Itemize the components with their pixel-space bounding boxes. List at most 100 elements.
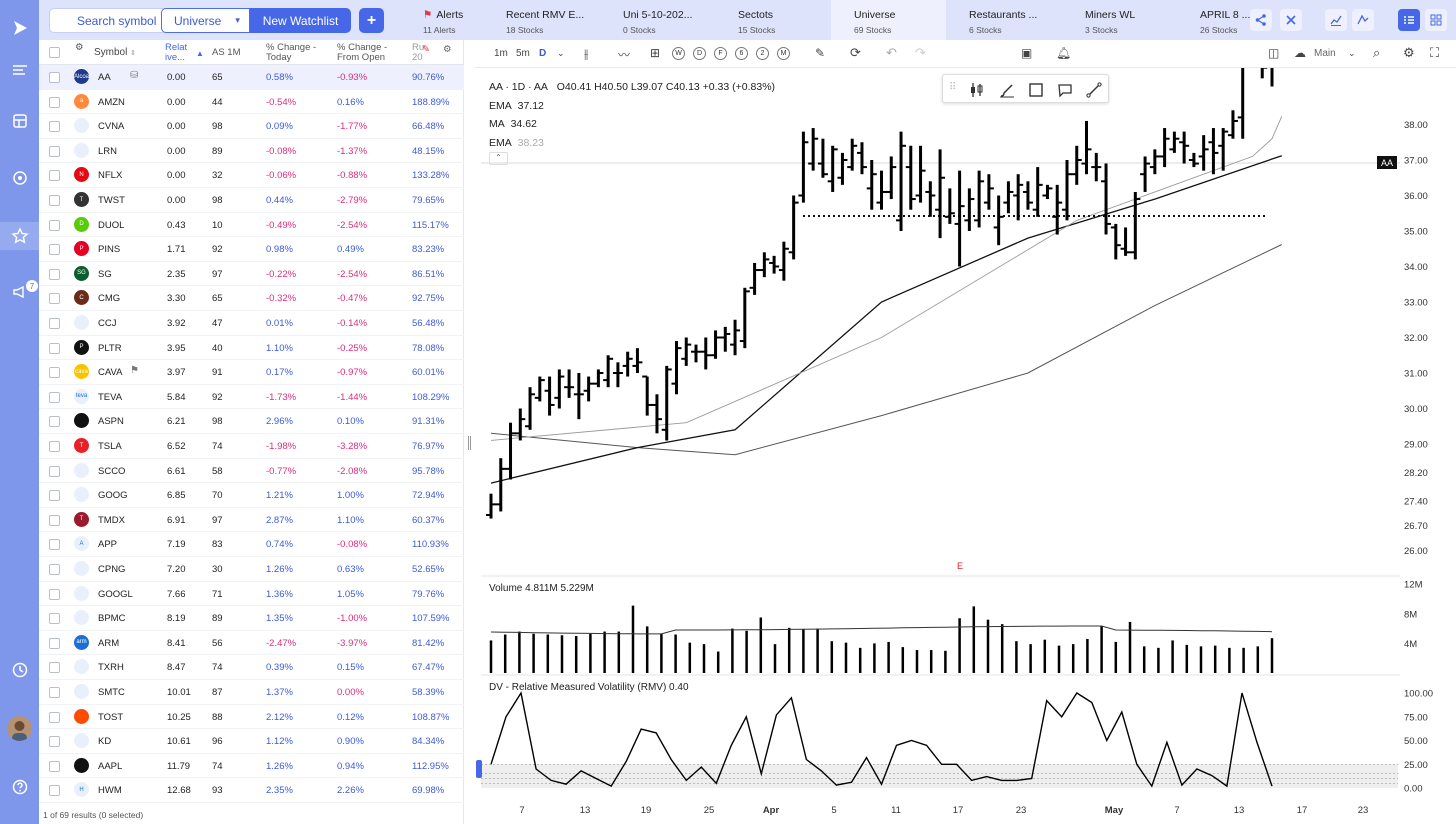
watchlist-row[interactable]: KD 10.61 96 1.12% 0.90% 84.34% [39, 729, 464, 754]
row-checkbox[interactable] [49, 662, 60, 674]
row-checkbox[interactable] [49, 391, 60, 403]
chart-settings-icon[interactable]: ⚙ [1403, 45, 1415, 60]
watchlist-row[interactable]: CCJ 3.92 47 0.01% -0.14% 56.48% [39, 311, 464, 336]
row-checkbox[interactable] [49, 342, 60, 354]
grid-view-icon[interactable] [1425, 9, 1447, 31]
row-checkbox[interactable] [49, 490, 60, 502]
list-view-icon[interactable] [1398, 9, 1420, 31]
row-checkbox[interactable] [49, 318, 60, 329]
megaphone-icon[interactable] [0, 280, 39, 304]
watchlist-row[interactable]: A APP 7.19 83 0.74% -0.08% 110.93% [39, 532, 464, 557]
templates-icon[interactable]: ⊞ [650, 46, 661, 60]
watchlist-row[interactable]: cava CAVA 3.97 91 0.17% -0.97% 60.01% ⚑ [39, 360, 464, 385]
period-2[interactable]: 2 [756, 47, 769, 60]
row-checkbox[interactable] [49, 293, 60, 305]
row-checkbox[interactable] [49, 514, 60, 526]
watchlist-row[interactable]: GOOGL 7.66 71 1.36% 1.05% 79.76% [39, 582, 464, 607]
watchlist-row[interactable]: a AMZN 0.00 44 -0.54% 0.16% 188.89% [39, 90, 464, 115]
row-checkbox[interactable] [49, 564, 60, 575]
row-checkbox[interactable] [49, 170, 60, 182]
interval-1m[interactable]: 1m [494, 48, 508, 59]
watchlist-row[interactable]: T TSLA 6.52 74 -1.98% -3.28% 76.97% [39, 434, 464, 459]
layout-chevron-icon[interactable]: ⌄ [1348, 48, 1356, 58]
header-settings-icon[interactable]: ⚙ [443, 44, 452, 55]
settings-icon[interactable]: ⚙ [75, 42, 84, 53]
row-checkbox[interactable] [49, 145, 60, 157]
watchlist-row[interactable]: SMTC 10.01 87 1.37% 0.00% 58.39% [39, 680, 464, 705]
help-icon[interactable] [0, 775, 39, 799]
drag-handle-icon[interactable]: ⠿ [949, 82, 957, 93]
layers-icon[interactable]: ⛁ [130, 70, 139, 81]
row-checkbox[interactable] [49, 785, 60, 797]
redo-icon[interactable]: ↷ [915, 45, 926, 60]
universe-dropdown[interactable]: Universe ▾ [161, 8, 250, 33]
flag-icon[interactable]: ⚑ [130, 365, 139, 377]
interval-d[interactable]: D [539, 48, 547, 59]
tab-april[interactable]: APRIL 8 ... 26 Stocks [1200, 0, 1257, 40]
period-w[interactable]: W [672, 47, 685, 60]
layout-name[interactable]: Main [1314, 48, 1336, 59]
header-change-today[interactable]: % Change - Today [266, 42, 317, 63]
fullscreen-icon[interactable]: ⛶ [1430, 45, 1440, 60]
row-checkbox[interactable] [49, 195, 60, 206]
watchlist-row[interactable]: CVNA 0.00 98 0.09% -1.77% 66.48% [39, 114, 464, 139]
tab-sectots[interactable]: Sectots 15 Stocks [738, 0, 828, 40]
alert-bell-icon[interactable]: 🔔︎ [1056, 46, 1072, 60]
row-checkbox[interactable] [49, 244, 60, 256]
interval-5m[interactable]: 5m [516, 48, 530, 59]
period-6[interactable]: 6 [735, 47, 748, 60]
watchlist-row[interactable]: H HWM 12.68 93 2.35% 2.26% 69.98% [39, 778, 464, 803]
row-checkbox[interactable] [49, 96, 60, 108]
watchlist-row[interactable]: Alcoa AA 0.00 65 0.58% -0.93% 90.76% ⛁ [39, 65, 464, 90]
candle-draw-icon[interactable] [968, 81, 986, 99]
row-checkbox[interactable] [49, 760, 60, 772]
interval-chevron-icon[interactable]: ⌄ [557, 48, 565, 58]
row-checkbox[interactable] [49, 687, 60, 698]
watchlist-row[interactable]: AAPL 11.79 74 1.26% 0.94% 112.95% [39, 754, 464, 779]
watchlist-row[interactable]: N NFLX 0.00 32 -0.06% -0.88% 133.28% [39, 163, 464, 188]
row-checkbox[interactable] [49, 539, 60, 551]
trendline-icon[interactable] [1085, 81, 1103, 99]
row-checkbox[interactable] [49, 367, 60, 379]
calendar-icon[interactable]: ▣ [1021, 46, 1033, 60]
add-button[interactable]: + [359, 8, 384, 33]
line-chart-icon[interactable] [1325, 9, 1347, 31]
period-f[interactable]: F [714, 47, 727, 60]
tab-restaurants[interactable]: Restaurants ... 6 Stocks [969, 0, 1059, 40]
header-symbol[interactable]: Symbol ⇕ [94, 47, 137, 58]
watchlist-row[interactable]: P PINS 1.71 92 0.98% 0.49% 83.23% [39, 237, 464, 262]
row-checkbox[interactable] [49, 711, 60, 723]
row-checkbox[interactable] [49, 588, 60, 600]
layout-icon[interactable] [0, 109, 39, 133]
watchlist-row[interactable]: T TMDX 6.91 97 2.87% 1.10% 60.37% [39, 508, 464, 533]
radar-icon[interactable] [0, 166, 39, 190]
tab-recent-rmv[interactable]: Recent RMV E... 18 Stocks [506, 0, 596, 40]
header-change-open[interactable]: % Change - From Open [337, 42, 388, 63]
period-d[interactable]: D [693, 47, 706, 60]
candle-type-icon[interactable]: ⫲ [584, 46, 589, 61]
row-checkbox[interactable] [49, 121, 60, 133]
watchlist-row[interactable]: TXRH 8.47 74 0.39% 0.15% 67.47% [39, 655, 464, 680]
panel-resize-handle[interactable] [468, 436, 471, 450]
share-icon[interactable] [1250, 9, 1272, 31]
watchlist-star-icon[interactable] [0, 222, 39, 250]
watchlist-row[interactable]: TOST 10.25 88 2.12% 0.12% 108.87% [39, 705, 464, 730]
header-relative[interactable]: Relat ive... [165, 42, 188, 63]
refresh-icon[interactable]: ⟳ [850, 45, 861, 60]
row-checkbox[interactable] [49, 613, 60, 625]
row-checkbox[interactable] [49, 72, 60, 83]
new-watchlist-button[interactable]: New Watchlist [250, 8, 351, 33]
pencil-icon[interactable]: ✎ [815, 46, 826, 60]
watchlist-row[interactable]: arm ARM 8.41 56 -2.47% -3.97% 81.42% [39, 631, 464, 656]
tab-uni[interactable]: Uni 5-10-202... 0 Stocks [623, 0, 713, 40]
watchlist-row[interactable]: ASPN 6.21 98 2.96% 0.10% 91.31% [39, 409, 464, 434]
layout-panels-icon[interactable]: ◫ [1268, 46, 1280, 60]
select-all-checkbox[interactable] [49, 47, 60, 58]
row-checkbox[interactable] [49, 268, 60, 280]
watchlist-row[interactable]: BPMC 8.19 89 1.35% -1.00% 107.59% [39, 606, 464, 631]
tab-alerts[interactable]: ⚑ Alerts 11 Alerts [423, 0, 489, 40]
row-checkbox[interactable] [49, 416, 60, 428]
tab-universe[interactable]: Universe 69 Stocks [831, 0, 946, 40]
price-chart[interactable]: 44.0042.0040.0038.0037.0036.0035.0034.00… [475, 68, 1456, 824]
collapse-legend-icon[interactable]: ⌃ [489, 152, 508, 165]
